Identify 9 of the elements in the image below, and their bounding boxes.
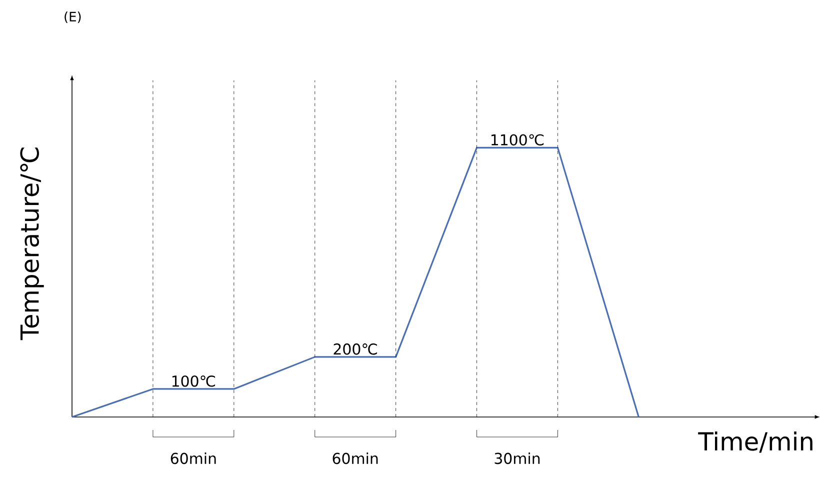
- chart-title: (E): [64, 12, 81, 24]
- y-axis-title: Temperature/℃: [20, 148, 44, 340]
- text: 60min: [170, 452, 216, 464]
- text: 60min: [332, 452, 378, 464]
- annotation: 100℃: [172, 375, 216, 387]
- x-axis-title: Time/min: [698, 432, 812, 453]
- annotation: 1100℃: [491, 134, 544, 146]
- annotation: 200℃: [334, 343, 377, 355]
- text: 30min: [494, 452, 540, 464]
